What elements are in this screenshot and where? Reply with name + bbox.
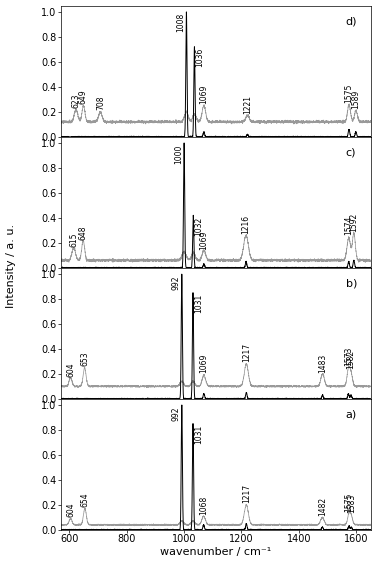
Text: 1575: 1575 [345,83,353,103]
Text: 1483: 1483 [318,354,327,373]
Text: 1221: 1221 [243,95,252,114]
Text: 1217: 1217 [242,343,251,362]
Text: 623: 623 [71,93,81,108]
Text: 1583: 1583 [347,494,356,513]
Text: 604: 604 [66,362,75,377]
Text: 708: 708 [96,96,105,111]
Text: 654: 654 [81,493,89,507]
Text: 1008: 1008 [176,13,185,32]
Text: a): a) [346,409,357,419]
Text: d): d) [346,16,357,26]
X-axis label: wavenumber / cm⁻¹: wavenumber / cm⁻¹ [160,547,271,557]
Text: 648: 648 [79,225,88,240]
Text: 1216: 1216 [242,215,250,234]
Text: 1069: 1069 [200,230,208,250]
Text: 649: 649 [79,90,88,104]
Text: 604: 604 [66,503,75,518]
Text: c): c) [346,147,356,157]
Text: 992: 992 [172,276,180,290]
Text: 1589: 1589 [352,90,360,109]
Text: 1031: 1031 [194,294,203,313]
Text: 1217: 1217 [242,484,251,503]
Text: b): b) [346,278,357,288]
Text: 1036: 1036 [196,48,204,67]
Text: 1582: 1582 [347,350,356,369]
Text: Intensity / a. u.: Intensity / a. u. [6,224,16,309]
Text: 1574: 1574 [344,216,353,236]
Text: 1069: 1069 [200,85,208,104]
Text: 1592: 1592 [349,212,358,232]
Text: 1000: 1000 [174,144,183,164]
Text: 1031: 1031 [194,425,203,444]
Text: 653: 653 [80,351,89,366]
Text: 1573: 1573 [344,346,353,366]
Text: 1069: 1069 [200,354,208,373]
Text: 1575: 1575 [345,492,353,512]
Text: 992: 992 [172,406,180,421]
Text: 1482: 1482 [318,497,327,516]
Text: 615: 615 [69,232,78,247]
Text: 1068: 1068 [199,496,208,515]
Text: 1032: 1032 [195,217,203,236]
